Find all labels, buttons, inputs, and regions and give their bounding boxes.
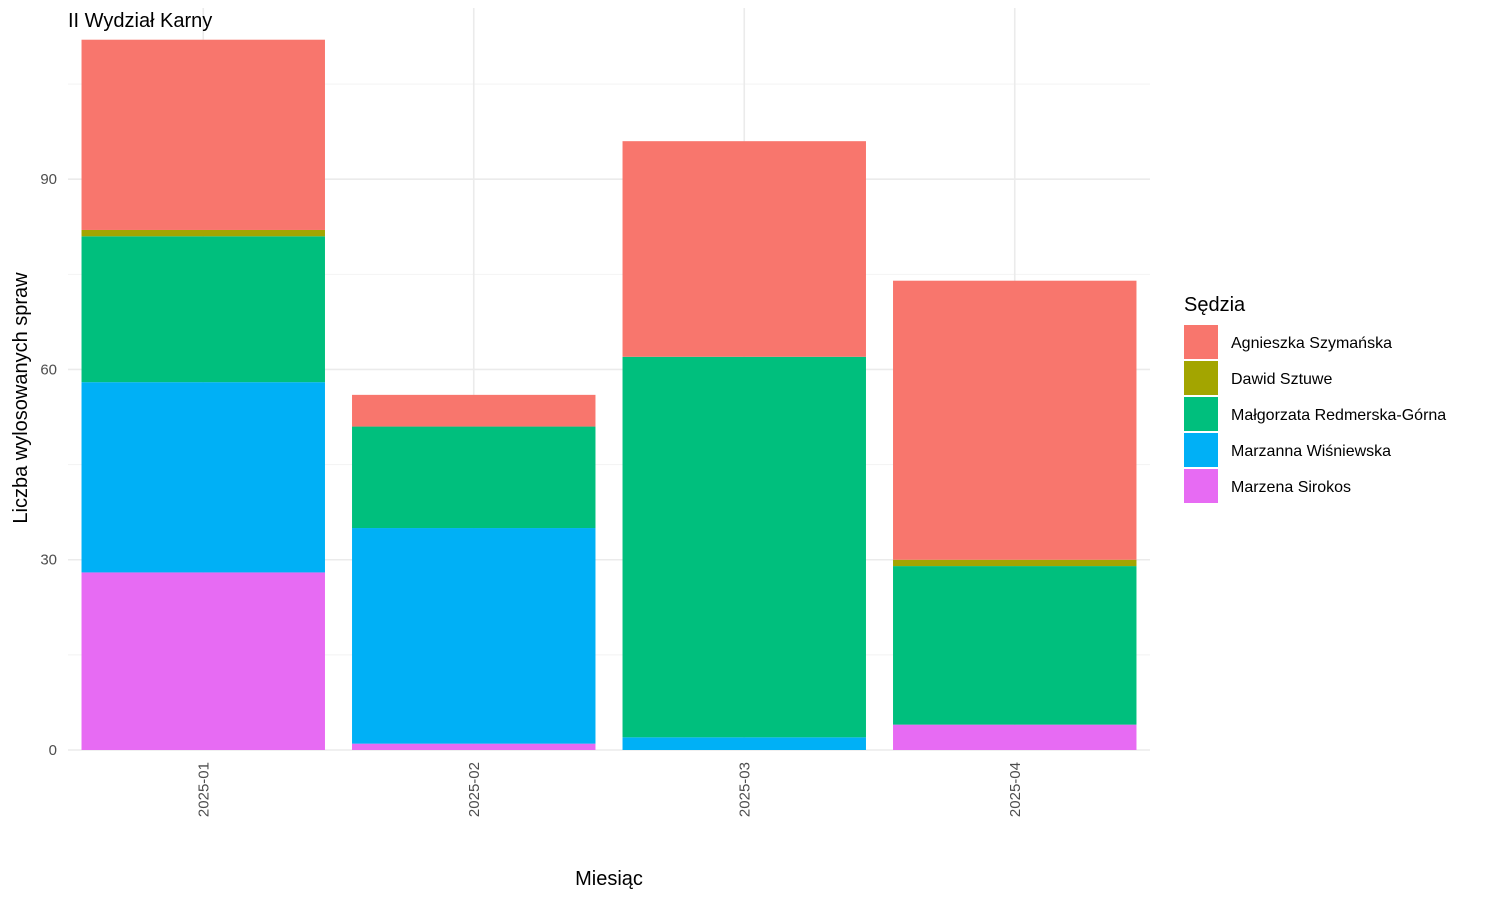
legend-label: Marzanna Wiśniewska bbox=[1231, 443, 1391, 460]
bar-segment bbox=[622, 141, 866, 357]
x-tick-label: 2025-03 bbox=[736, 762, 753, 817]
legend-swatch bbox=[1184, 433, 1218, 467]
legend-label: Agnieszka Szymańska bbox=[1231, 335, 1392, 352]
bar-segment bbox=[81, 382, 325, 573]
legend-swatch bbox=[1184, 469, 1218, 503]
y-axis-title: Liczba wylosowanych spraw bbox=[10, 272, 32, 524]
bar-segment bbox=[622, 737, 866, 750]
legend: Sędzia Agnieszka Szymańska Dawid Sztuwe Ma… bbox=[1184, 294, 1446, 503]
bar-segment bbox=[893, 280, 1137, 560]
chart-title: II Wydział Karny bbox=[68, 10, 212, 32]
bar-segment bbox=[893, 559, 1137, 567]
legend-swatch bbox=[1184, 397, 1218, 431]
y-tick-label: 90 bbox=[40, 171, 57, 188]
legend-items: Agnieszka Szymańska Dawid Sztuwe Małgorzat… bbox=[1184, 325, 1446, 503]
y-axis-ticks: 0 30 60 90 bbox=[40, 171, 57, 759]
x-axis-title: Miesiąc bbox=[575, 868, 643, 890]
bars bbox=[81, 39, 1137, 750]
legend-title: Sędzia bbox=[1184, 294, 1246, 316]
x-tick-label: 2025-04 bbox=[1007, 762, 1024, 817]
bar-segment bbox=[352, 528, 596, 744]
y-tick-label: 0 bbox=[49, 742, 57, 759]
legend-swatch bbox=[1184, 361, 1218, 395]
bar-segment bbox=[352, 426, 596, 529]
legend-swatch bbox=[1184, 325, 1218, 359]
y-tick-label: 30 bbox=[40, 552, 57, 569]
x-tick-label: 2025-02 bbox=[466, 762, 483, 817]
bar-segment bbox=[352, 394, 596, 427]
bar-segment bbox=[81, 229, 325, 237]
x-axis-ticks: 2025-01 2025-02 2025-03 2025-04 bbox=[195, 762, 1024, 817]
bar-segment bbox=[622, 356, 866, 738]
bar-segment bbox=[81, 572, 325, 750]
y-tick-label: 60 bbox=[40, 361, 57, 378]
bar-segment bbox=[893, 724, 1137, 750]
x-tick-label: 2025-01 bbox=[195, 762, 212, 817]
bar-segment bbox=[81, 236, 325, 383]
bar-segment bbox=[893, 566, 1137, 725]
bar-segment bbox=[81, 39, 325, 230]
bar-segment bbox=[352, 743, 596, 750]
legend-label: Marzena Sirokos bbox=[1231, 479, 1351, 496]
legend-label: Dawid Sztuwe bbox=[1231, 371, 1332, 388]
legend-label: Małgorzata Redmerska-Górna bbox=[1231, 407, 1446, 424]
